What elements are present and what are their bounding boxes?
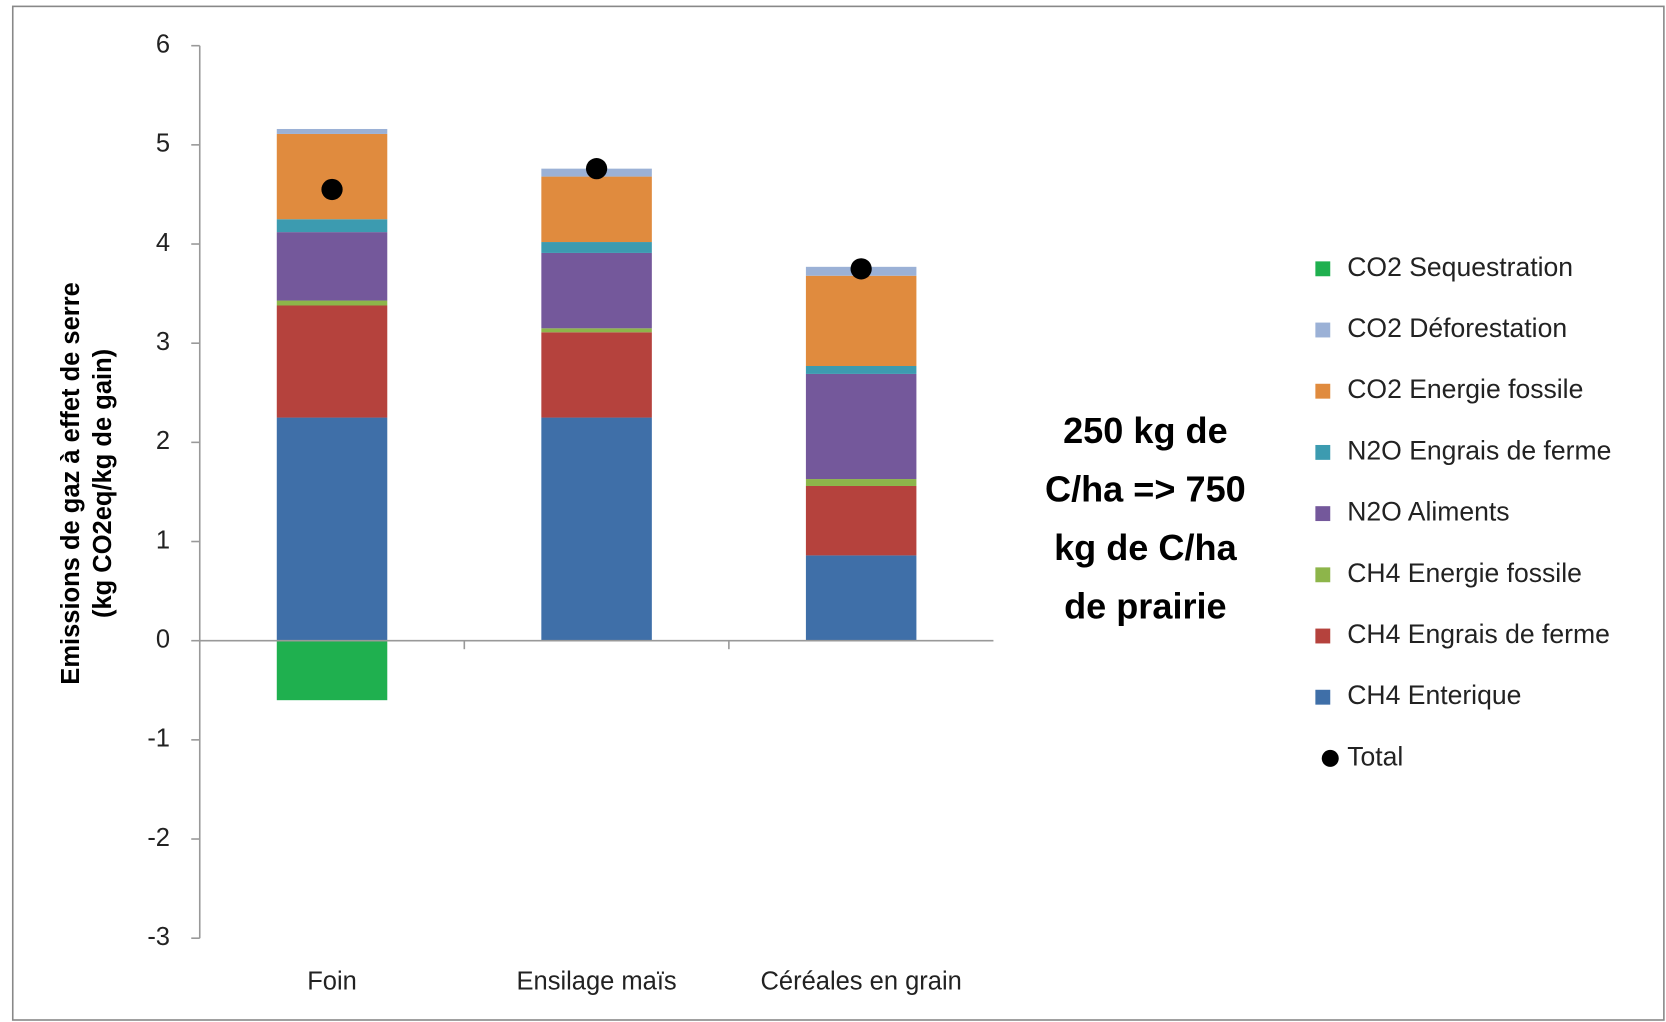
legend-label: CO2 Sequestration <box>1347 252 1573 282</box>
bar-segment <box>276 417 388 641</box>
bar-segment <box>276 219 388 233</box>
legend-swatch <box>1315 689 1331 705</box>
annotation: C/ha => 750 <box>1045 468 1246 509</box>
legend-label: CO2 Déforestation <box>1347 313 1567 343</box>
legend-swatch <box>1315 261 1331 277</box>
legend-swatch <box>1315 628 1331 644</box>
y-axis-title: Emissions de gaz à effet de serre (kg CO… <box>57 282 117 684</box>
bar-segment <box>541 176 652 243</box>
x-tick-label: Foin <box>307 968 357 996</box>
bar-segment <box>276 640 388 701</box>
y-tick-label: -2 <box>147 824 170 852</box>
y-tick-label: 5 <box>156 130 170 158</box>
annotation: kg de C/ha <box>1054 527 1238 568</box>
y-axis-title-line: (kg CO2eq/kg de gain) <box>89 349 117 618</box>
bar-segment <box>805 555 917 641</box>
bar-segment <box>276 300 388 306</box>
bar-segment <box>276 128 388 134</box>
bar-segment <box>805 485 917 556</box>
x-tick-label: Céréales en grain <box>761 968 962 996</box>
annotation: de prairie <box>1064 585 1227 626</box>
legend-swatch <box>1315 444 1331 460</box>
legend-label: N2O Engrais de ferme <box>1347 435 1611 465</box>
total-dot <box>850 258 872 280</box>
total-dot <box>585 158 608 180</box>
bar-segment <box>276 232 388 301</box>
y-tick-label: 3 <box>156 328 170 356</box>
legend-swatch <box>1315 567 1331 583</box>
bar-segment <box>276 305 388 418</box>
y-tick-label: -3 <box>147 923 170 951</box>
legend-swatch <box>1321 749 1339 767</box>
y-tick-label: 6 <box>156 30 170 58</box>
legend-label: CH4 Enterique <box>1347 680 1521 710</box>
annotation: 250 kg de <box>1063 410 1228 451</box>
chart-body: Emissions de gaz à effet de serre (kg CO… <box>11 5 1665 1021</box>
y-axis-title-line: Emissions de gaz à effet de serre <box>57 282 85 684</box>
legend-swatch <box>1315 383 1331 399</box>
bar-segment <box>541 417 652 641</box>
legend-label: CO2 Energie fossile <box>1347 374 1583 404</box>
bar-segment <box>541 328 652 333</box>
legend-swatch <box>1315 506 1331 522</box>
bar-segment <box>541 242 652 253</box>
legend-label: Total <box>1347 741 1403 771</box>
y-tick-label: 0 <box>156 625 170 653</box>
bar-segment <box>805 373 917 480</box>
bar-segment <box>805 365 917 374</box>
y-tick-label: 4 <box>156 229 170 257</box>
bar-segment <box>805 275 917 366</box>
legend-label: CH4 Engrais de ferme <box>1347 619 1610 649</box>
total-dot <box>321 178 343 201</box>
y-tick-label: -1 <box>147 725 170 753</box>
x-tick-label: Ensilage maïs <box>517 968 677 996</box>
legend-label: N2O Aliments <box>1347 497 1509 527</box>
legend-swatch <box>1315 322 1331 338</box>
legend-label: CH4 Energie fossile <box>1347 558 1582 588</box>
y-tick-label: 1 <box>156 526 170 554</box>
bar-segment <box>805 479 917 486</box>
bar-segment <box>541 332 652 418</box>
bar-segment <box>276 133 388 220</box>
bar-segment <box>541 252 652 329</box>
y-tick-label: 2 <box>156 427 170 455</box>
